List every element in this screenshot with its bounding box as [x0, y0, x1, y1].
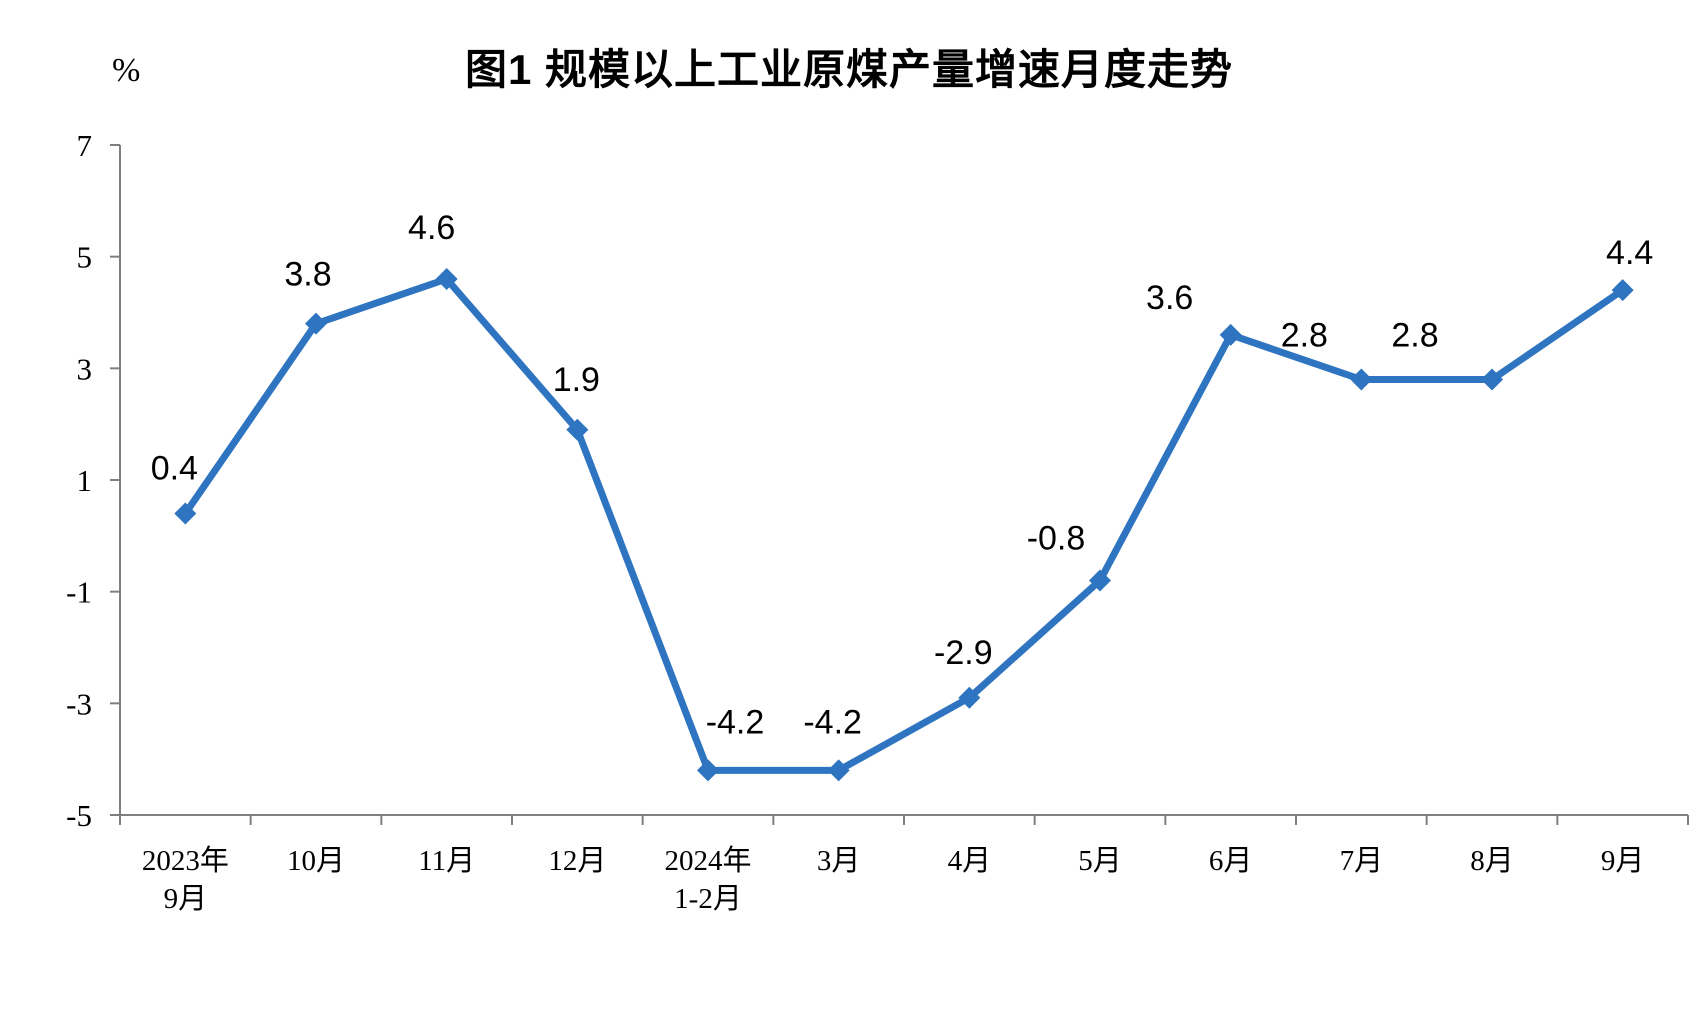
- data-point-label: 0.4: [151, 450, 198, 488]
- x-tick-label: 9月: [164, 883, 208, 915]
- data-point-marker: [435, 268, 458, 290]
- data-point-label: 2.8: [1281, 317, 1328, 355]
- x-tick-label: 11月: [418, 845, 475, 877]
- data-point-label: -2.9: [934, 634, 993, 672]
- data-point-label: -4.2: [706, 703, 765, 741]
- x-tick-label: 5月: [1078, 845, 1122, 877]
- x-tick-label: 4月: [948, 845, 992, 877]
- data-point-marker: [697, 759, 719, 782]
- data-point-label: -4.2: [803, 703, 862, 741]
- y-tick-label: 7: [77, 128, 93, 163]
- data-point-marker: [827, 759, 850, 782]
- x-tick-label: 7月: [1340, 845, 1384, 877]
- data-point-label: 4.4: [1606, 234, 1653, 272]
- data-point-marker: [566, 418, 589, 441]
- data-point-marker: [1350, 368, 1373, 391]
- y-tick-label: 5: [77, 240, 93, 275]
- data-point-marker: [1481, 368, 1503, 391]
- data-point-label: 1.9: [553, 361, 600, 399]
- trend-line: [181, 275, 1627, 774]
- x-tick-label: 3月: [817, 845, 861, 877]
- x-tick-label: 9月: [1601, 845, 1645, 877]
- y-tick-label: -5: [66, 798, 92, 833]
- data-point-label: 3.8: [284, 256, 331, 294]
- y-tick-label: -1: [66, 575, 92, 610]
- data-point-label: -0.8: [1027, 520, 1086, 558]
- x-tick-label: 12月: [548, 845, 606, 877]
- x-tick-label: 10月: [287, 845, 345, 877]
- data-point-marker: [1219, 323, 1242, 346]
- x-tick-label: 1-2月: [674, 883, 742, 915]
- x-tick-label: 6月: [1209, 845, 1253, 877]
- chart-title: 图1 规模以上工业原煤产量增速月度走势: [464, 46, 1234, 93]
- x-tick-label: 2024年: [664, 844, 751, 877]
- data-point-marker: [174, 502, 197, 525]
- data-point-marker: [1611, 279, 1634, 302]
- y-tick-label: -3: [66, 686, 92, 721]
- y-tick-label: 3: [77, 351, 93, 386]
- data-point-label: 4.6: [408, 209, 455, 247]
- y-tick-label: 1: [77, 463, 93, 498]
- x-tick-label: 8月: [1470, 845, 1514, 877]
- data-point-label: 2.8: [1391, 317, 1438, 355]
- data-point-marker: [958, 686, 981, 709]
- data-point-marker: [1089, 569, 1111, 592]
- y-axis-unit-label: %: [112, 52, 141, 89]
- data-point-label: 3.6: [1146, 279, 1193, 317]
- x-tick-label: 2023年: [142, 844, 229, 877]
- data-point-marker: [305, 312, 327, 335]
